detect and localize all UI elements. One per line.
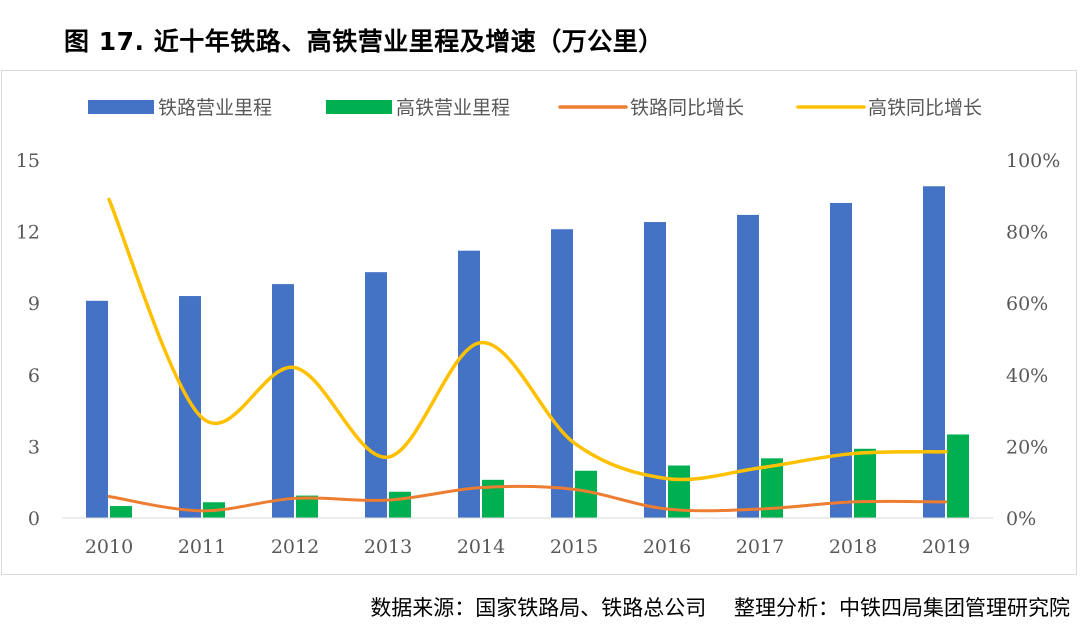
legend-swatch [326,100,392,114]
lines [107,197,948,513]
bar-rail-2011 [179,296,201,518]
bar-hsr-2012 [296,495,318,518]
legend-swatch [88,100,154,114]
bar-rail-2017 [737,214,759,519]
bar-hsr-2010 [110,506,132,518]
x-tick-label: 2013 [364,536,412,558]
bar-rail-2010 [86,300,108,518]
legend-label: 高铁同比增长 [868,97,982,119]
y-left-tick-label: 6 [28,365,40,387]
bar-rail-2018 [830,202,852,518]
y-right-tick-label: 60% [1006,293,1048,315]
bar-rail-2019 [923,186,945,518]
legend-label: 铁路同比增长 [630,97,744,119]
bar-rail-2016 [644,222,666,518]
y-right-tick-label: 100% [1006,150,1060,172]
x-tick-label: 2016 [643,536,691,558]
y-left-tick-label: 15 [16,150,40,172]
bar-hsr-2015 [575,470,597,518]
y-left-tick-label: 12 [16,222,40,244]
bar-hsr-2017 [761,458,783,518]
bar-hsr-2019 [947,434,969,518]
x-tick-label: 2018 [829,536,877,558]
legend: 铁路营业里程 高铁营业里程 铁路同比增长 高铁同比增长 [88,97,982,119]
source-note: 数据来源：国家铁路局、铁路总公司 整理分析：中铁四局集团管理研究院 [370,596,1070,620]
y-left-tick-label: 0 [28,508,40,530]
bars [86,186,969,519]
bar-hsr-2013 [389,491,411,518]
legend-label: 高铁营业里程 [396,97,510,119]
y-left-tick-label: 9 [28,293,40,315]
bar-rail-2013 [365,272,387,518]
x-tick-label: 2019 [922,536,970,558]
x-tick-label: 2012 [271,536,319,558]
axes: 2010 2011 2012 2013 2014 2015 2016 2017 2018 2019… [16,150,1061,558]
x-tick-label: 2017 [736,536,784,558]
bar-rail-2012 [272,284,294,518]
line-hsr-growth [107,197,948,482]
bar-rail-2015 [551,229,573,519]
y-right-tick-label: 80% [1006,222,1048,244]
y-right-tick-label: 40% [1006,365,1048,387]
legend-label: 铁路营业里程 [158,97,272,119]
chart-title: 图 17. 近十年铁路、高铁营业里程及增速（万公里） [64,27,664,56]
x-tick-label: 2011 [178,536,226,558]
line-rail-growth [107,484,948,513]
y-left-tick-label: 3 [28,436,40,458]
bar-rail-2014 [458,250,480,518]
x-tick-label: 2015 [550,536,598,558]
chart-frame [1,70,1077,575]
bar-hsr-2014 [482,479,504,518]
y-right-tick-label: 20% [1006,436,1048,458]
x-tick-label: 2014 [457,536,505,558]
bar-hsr-2018 [854,448,876,518]
x-tick-label: 2010 [85,536,133,558]
y-right-tick-label: 0% [1006,508,1036,530]
